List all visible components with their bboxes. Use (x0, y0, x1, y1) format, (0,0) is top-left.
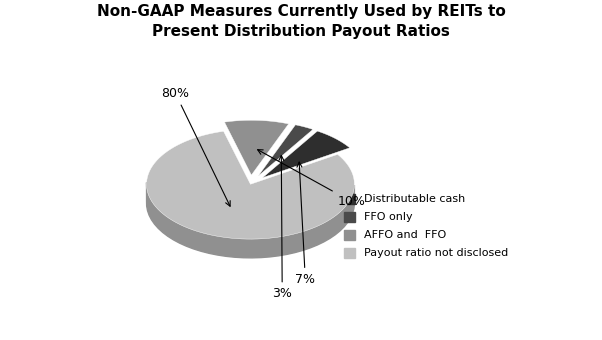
Polygon shape (262, 131, 350, 178)
Polygon shape (258, 125, 313, 176)
Text: 7%: 7% (296, 162, 315, 286)
Legend: Distributable cash, FFO only, AFFO and  FFO, Payout ratio not disclosed: Distributable cash, FFO only, AFFO and F… (344, 194, 508, 258)
Text: 10%: 10% (258, 150, 365, 208)
Polygon shape (146, 183, 355, 258)
Text: 3%: 3% (272, 155, 292, 301)
Text: 80%: 80% (161, 87, 230, 206)
Title: Non-GAAP Measures Currently Used by REITs to
Present Distribution Payout Ratios: Non-GAAP Measures Currently Used by REIT… (97, 4, 505, 39)
Polygon shape (225, 120, 288, 175)
Polygon shape (146, 131, 355, 239)
